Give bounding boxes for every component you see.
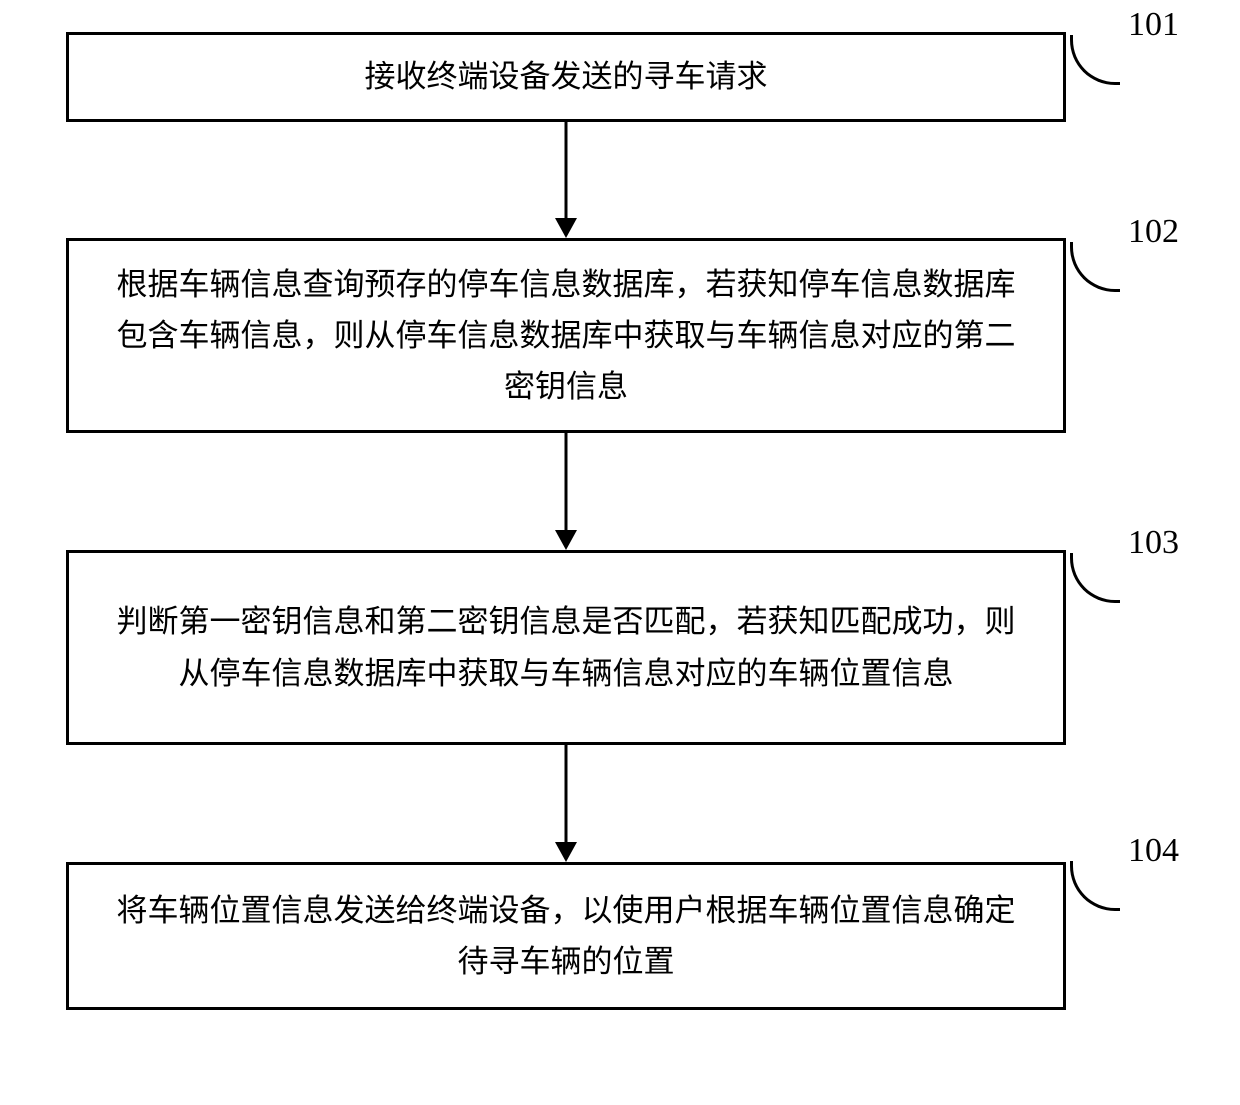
flow-step-102: 根据车辆信息查询预存的停车信息数据库，若获知停车信息数据库包含车辆信息，则从停车… bbox=[66, 238, 1066, 433]
arrow-head-102-103 bbox=[555, 530, 577, 550]
label-connector-102 bbox=[1070, 242, 1120, 292]
label-connector-103 bbox=[1070, 553, 1120, 603]
arrow-head-103-104 bbox=[555, 842, 577, 862]
arrow-101-102 bbox=[565, 122, 568, 218]
step-label-102: 102 bbox=[1128, 213, 1179, 251]
flow-step-102-text: 根据车辆信息查询预存的停车信息数据库，若获知停车信息数据库包含车辆信息，则从停车… bbox=[109, 259, 1023, 412]
flow-step-101-text: 接收终端设备发送的寻车请求 bbox=[365, 51, 768, 102]
flowchart-container: 接收终端设备发送的寻车请求 101 根据车辆信息查询预存的停车信息数据库，若获知… bbox=[0, 0, 1240, 1105]
arrow-102-103 bbox=[565, 433, 568, 530]
step-label-101: 101 bbox=[1128, 6, 1179, 44]
flow-step-104: 将车辆位置信息发送给终端设备，以使用户根据车辆位置信息确定待寻车辆的位置 bbox=[66, 862, 1066, 1010]
flow-step-103: 判断第一密钥信息和第二密钥信息是否匹配，若获知匹配成功，则从停车信息数据库中获取… bbox=[66, 550, 1066, 745]
flow-step-104-text: 将车辆位置信息发送给终端设备，以使用户根据车辆位置信息确定待寻车辆的位置 bbox=[109, 885, 1023, 987]
step-label-103: 103 bbox=[1128, 524, 1179, 562]
flow-step-103-text: 判断第一密钥信息和第二密钥信息是否匹配，若获知匹配成功，则从停车信息数据库中获取… bbox=[109, 596, 1023, 698]
step-label-104: 104 bbox=[1128, 832, 1179, 870]
arrow-head-101-102 bbox=[555, 218, 577, 238]
flow-step-101: 接收终端设备发送的寻车请求 bbox=[66, 32, 1066, 122]
label-connector-101 bbox=[1070, 35, 1120, 85]
arrow-103-104 bbox=[565, 745, 568, 842]
label-connector-104 bbox=[1070, 861, 1120, 911]
